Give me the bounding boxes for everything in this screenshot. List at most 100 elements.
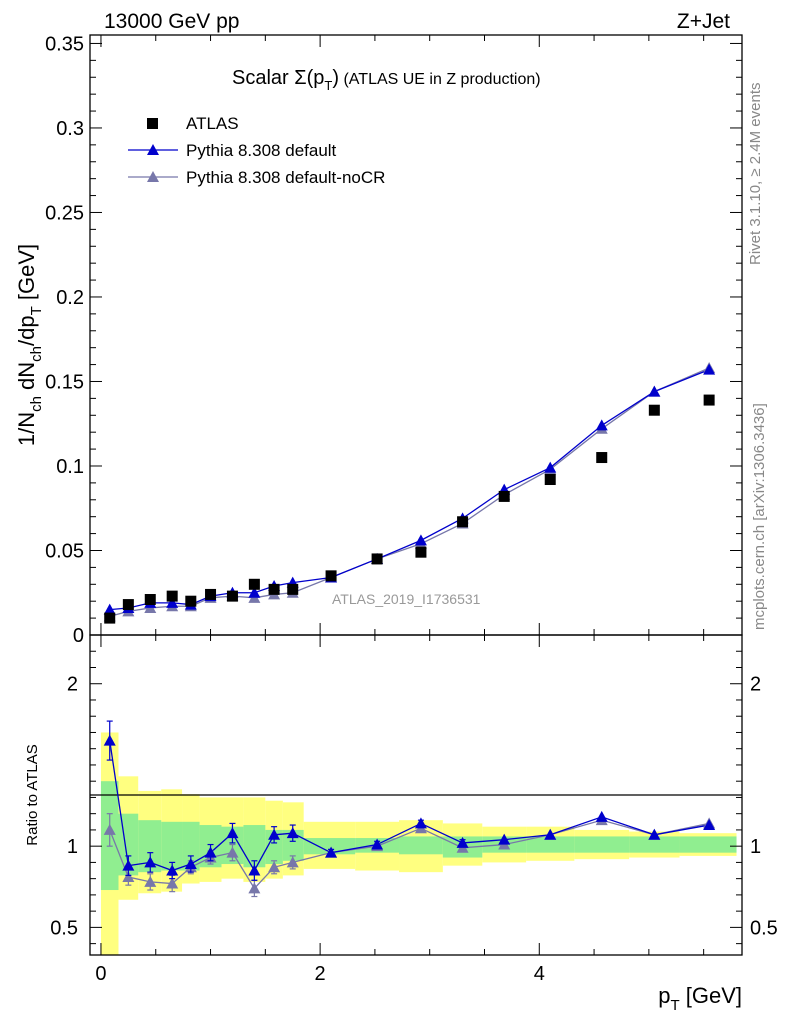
ratio-panel: 0.5 0.5 1 1 2 2 0 2 4 Ratio to ATLAS pT [GeV]	[24, 634, 778, 1014]
chart-title-close: )	[332, 67, 339, 89]
series-point	[166, 596, 179, 608]
ratio-point	[122, 871, 135, 883]
ratio-point	[371, 838, 384, 850]
series-point	[648, 385, 661, 397]
y-tick-label: 0.15	[45, 371, 84, 393]
ratio-band-inner	[243, 825, 266, 868]
ratio-frame	[89, 634, 743, 956]
ratio-y-label: Ratio to ATLAS	[24, 744, 41, 845]
ratio-point	[226, 846, 239, 858]
header-process-label: Z+Jet	[677, 10, 730, 33]
series-point	[414, 534, 427, 546]
data-point	[226, 590, 238, 602]
ratio-band-inner	[526, 836, 575, 853]
ratio-tick-label: 1	[67, 836, 78, 858]
legend-label-atlas: ATLAS	[186, 114, 239, 133]
ratio-point	[648, 828, 661, 840]
data-point	[185, 595, 197, 607]
data-point	[415, 546, 427, 558]
y-tick-label: 0.05	[45, 540, 84, 562]
data-point	[104, 612, 116, 624]
ratio-tick-label: 2	[67, 674, 78, 696]
series-line	[109, 369, 710, 611]
svg-text:1/Nch dNch/dpT [GeV]: 1/Nch dNch/dpT [GeV]	[14, 244, 45, 446]
mcplots-label: mcplots.cern.ch [arXiv:1306.3436]	[751, 403, 768, 630]
ratio-point	[226, 827, 239, 839]
data-point	[325, 570, 337, 582]
series-point	[703, 363, 716, 375]
ratio-band-inner	[138, 820, 162, 873]
rivet-label: Rivet 3.1.10, ≥ 2.4M events	[747, 83, 764, 266]
data-point	[544, 474, 556, 486]
data-point	[596, 452, 608, 464]
x-axis-label: pT [GeV]	[658, 983, 742, 1014]
ratio-point	[498, 833, 511, 845]
y-tick-label: 0.1	[56, 456, 84, 478]
series-line	[109, 367, 710, 618]
ratio-point	[184, 858, 197, 870]
legend-label-nocr: Pythia 8.308 default-noCR	[186, 168, 385, 187]
ratio-point	[204, 846, 217, 858]
ratio-point	[248, 882, 261, 894]
chart-title-sigma: Σ(p	[294, 67, 324, 89]
ratio-band-inner	[679, 836, 737, 853]
ratio-band-inner	[629, 836, 680, 853]
ratio-tick-label-right: 2	[750, 674, 761, 696]
main-series-layer	[103, 361, 716, 624]
y-tick-label: 0.35	[45, 33, 84, 55]
data-point	[498, 490, 510, 502]
ratio-tick-label-right: 1	[750, 836, 761, 858]
ratio-point	[248, 864, 261, 876]
y-tick-label: 0.2	[56, 287, 84, 309]
ratio-point	[268, 861, 281, 873]
header-energy-label: 13000 GeV pp	[104, 10, 239, 33]
series-point	[595, 419, 608, 431]
x-tick-label: 2	[315, 963, 326, 985]
ratio-point	[166, 864, 179, 876]
data-point	[703, 394, 715, 406]
main-panel: 0 0.05 0.1 0.15 0.2 0.25 0.3 0.35 Scalar Σ(pT) …	[14, 33, 743, 647]
x-tick-label: 4	[534, 963, 545, 985]
ratio-point	[703, 819, 716, 831]
ratio-point	[103, 823, 116, 835]
data-point	[287, 583, 299, 595]
data-point	[166, 590, 178, 602]
legend-marker-default	[147, 144, 159, 155]
ratio-band-inner	[399, 836, 443, 855]
data-point	[122, 599, 134, 611]
chart-title-main: Scalar	[232, 67, 294, 89]
data-point	[205, 588, 217, 600]
data-point	[371, 553, 383, 565]
analysis-label: ATLAS_2019_I1736531	[332, 591, 481, 607]
ratio-point	[286, 827, 299, 839]
y-tick-label: 0.25	[45, 202, 84, 224]
ratio-axis-ticks	[90, 635, 742, 955]
data-point	[268, 583, 280, 595]
ratio-bands	[100, 732, 737, 955]
ratio-point	[286, 856, 299, 868]
data-point	[457, 516, 469, 528]
ratio-band-inner	[161, 821, 183, 871]
chart-title: Scalar Σ(pT) (ATLAS UE in Z production)	[232, 67, 541, 93]
series-point	[248, 586, 261, 598]
series-point	[544, 461, 557, 473]
ratio-tick-label: 0.5	[50, 917, 78, 939]
y-axis-label: 1/Nch dNch/dpT [GeV]	[14, 244, 45, 446]
legend-marker-nocr	[147, 171, 159, 182]
ratio-point	[456, 836, 469, 848]
main-tick-labels: 0 0.05 0.1 0.15 0.2 0.25 0.3 0.35	[45, 33, 84, 647]
ratio-point	[144, 875, 157, 887]
data-point	[144, 594, 156, 606]
legend-marker-atlas	[147, 118, 158, 129]
x-tick-label: 0	[95, 963, 106, 985]
series-point	[103, 603, 116, 615]
legend-label-default: Pythia 8.308 default	[186, 141, 337, 160]
ratio-series-layer	[103, 720, 716, 898]
ratio-band-inner	[574, 836, 630, 853]
ratio-point	[325, 846, 338, 858]
chart-title-subscript: T	[324, 78, 332, 93]
main-axis-ticks	[90, 35, 742, 636]
ratio-point	[595, 810, 608, 822]
data-point	[248, 578, 260, 590]
